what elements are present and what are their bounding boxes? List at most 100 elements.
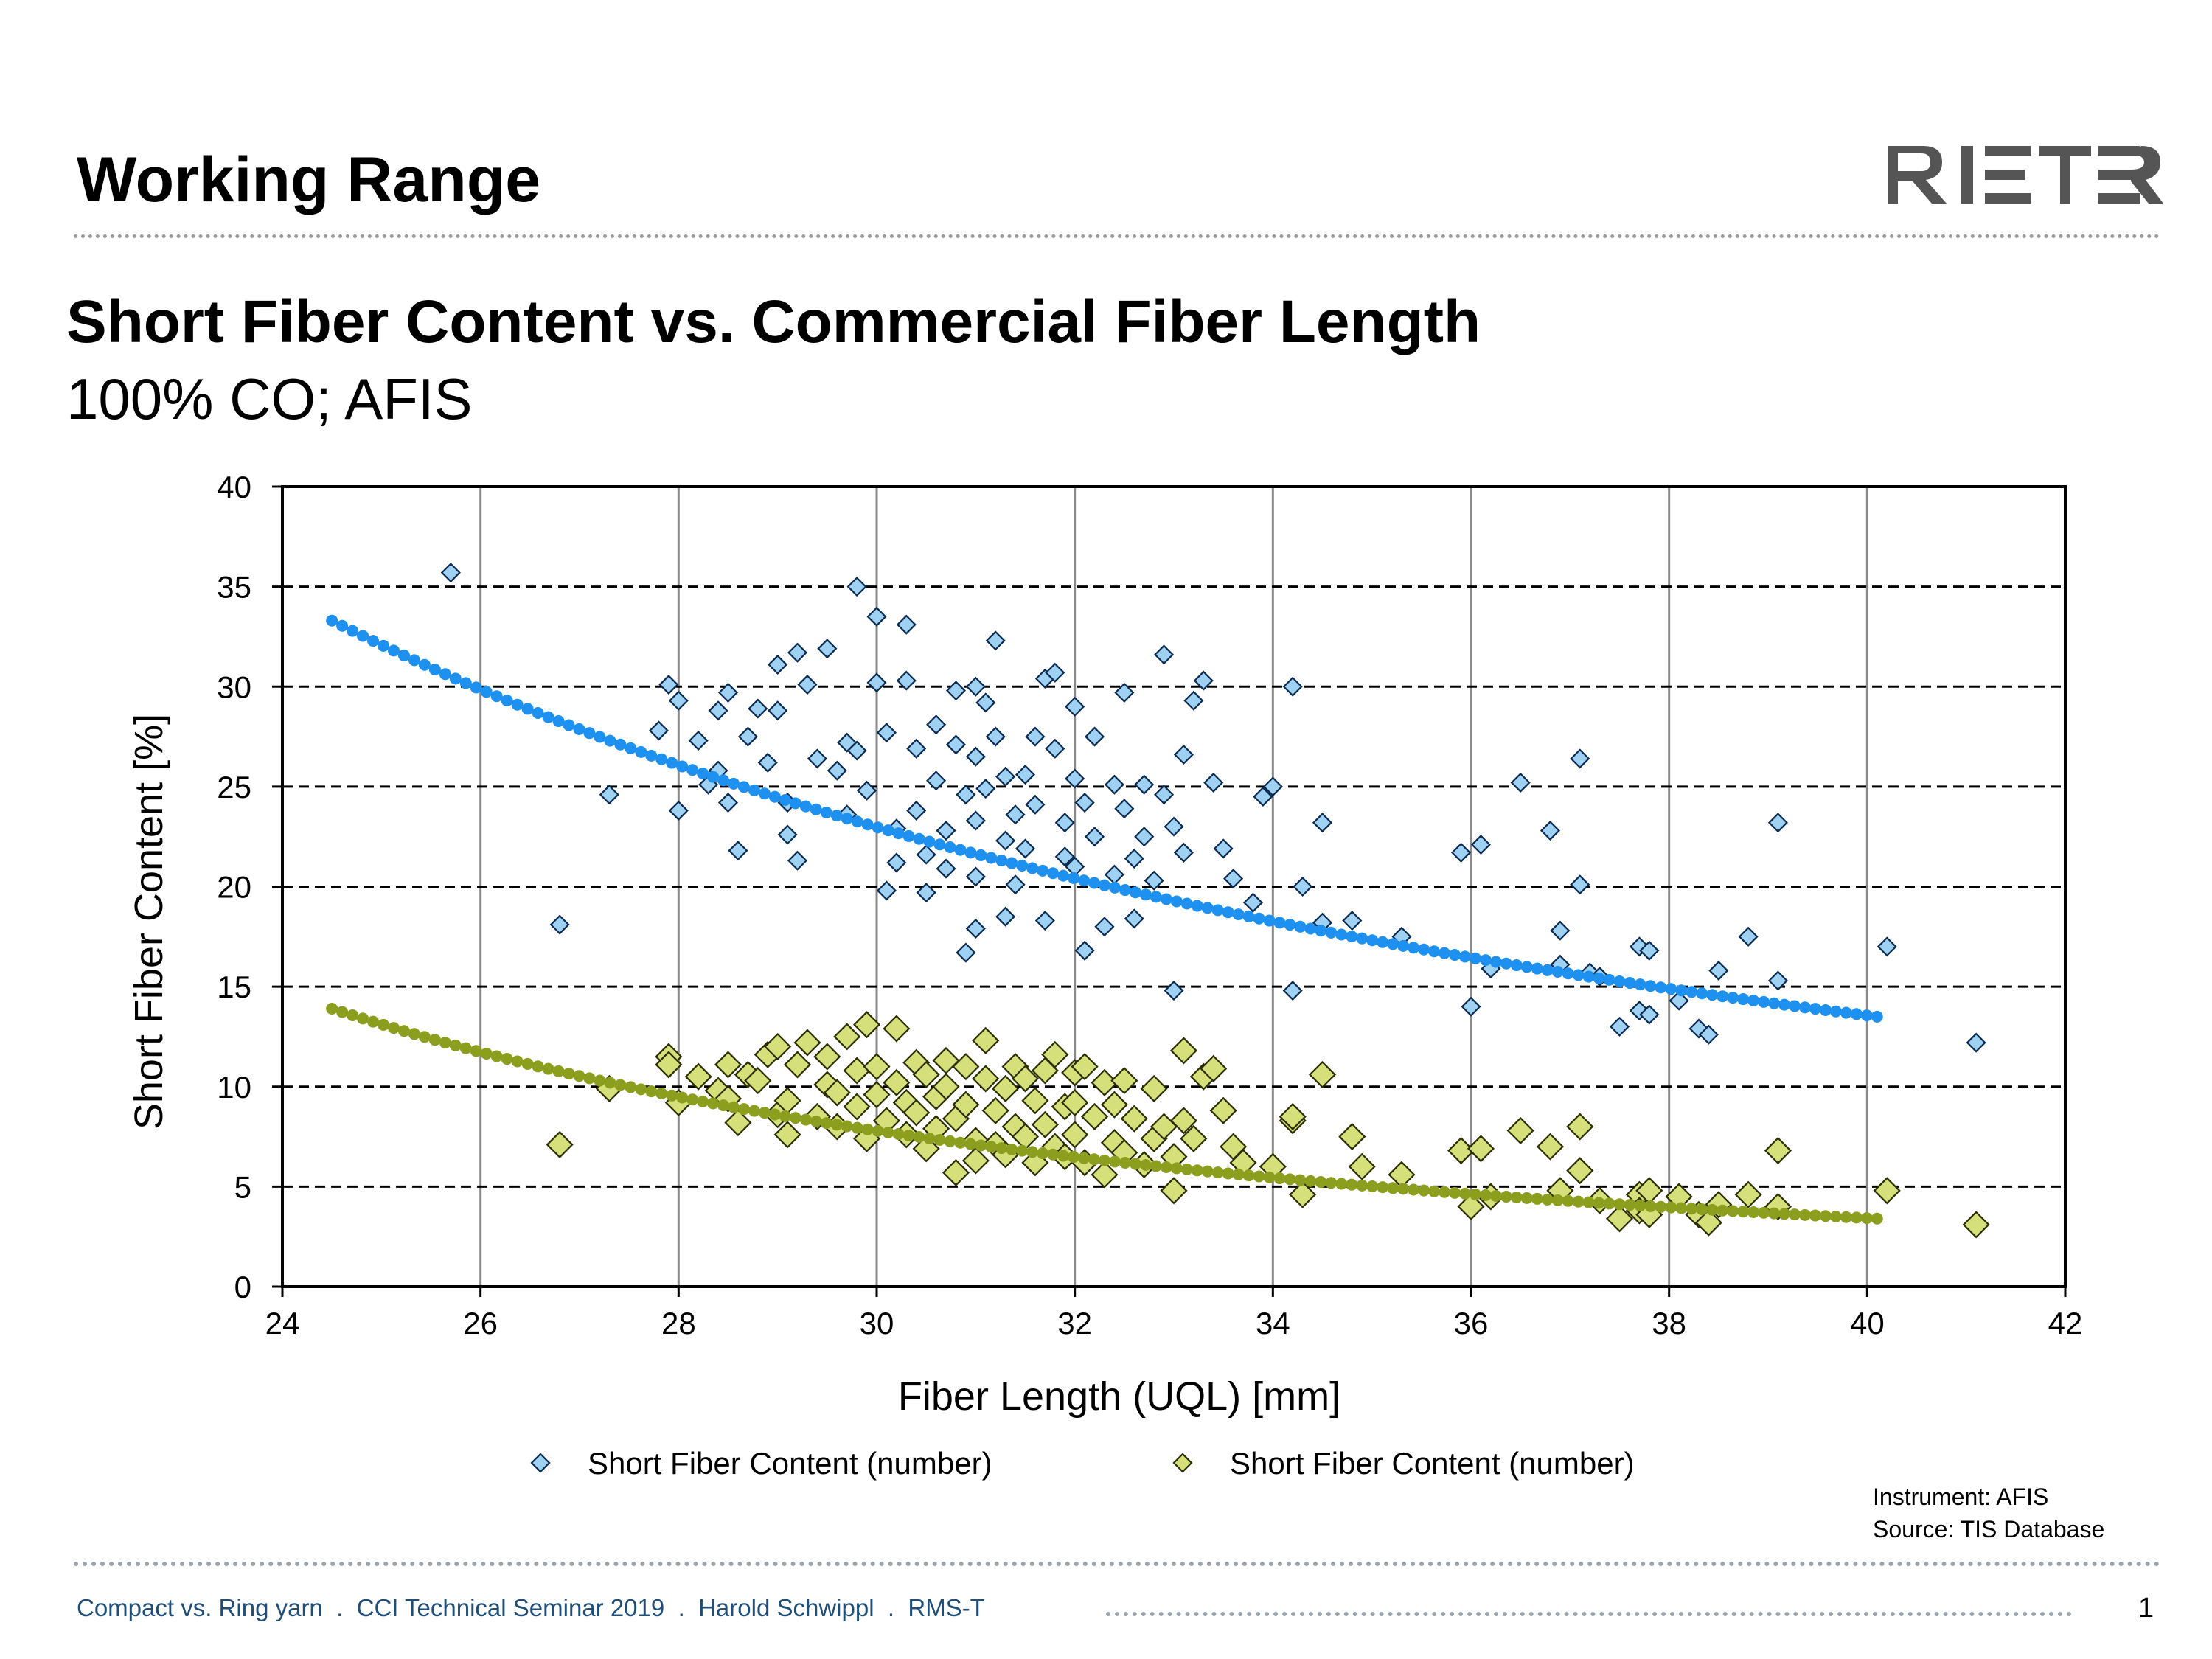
data-point [768, 700, 788, 721]
data-point [972, 1026, 1000, 1054]
data-point [1242, 892, 1264, 913]
trendline-point [1129, 1158, 1141, 1170]
data-point [546, 1130, 574, 1158]
data-point [658, 674, 679, 695]
rieter-logo-mark [1888, 146, 2163, 204]
trendline-point [470, 1045, 482, 1057]
data-point [965, 676, 986, 697]
trendline-point [810, 803, 822, 815]
x-axis-title: Fiber Length (UQL) [mm] [898, 1374, 1340, 1419]
trendline-point [820, 1117, 832, 1130]
data-point [1213, 838, 1234, 859]
trendline-point [810, 1115, 822, 1127]
trendline-point [1737, 1206, 1750, 1218]
trendline-point [707, 771, 720, 783]
data-point [866, 672, 887, 693]
trendline-point [1686, 986, 1698, 998]
trendline-point [552, 1065, 565, 1077]
data-point [936, 858, 956, 879]
trendline-point [789, 797, 801, 810]
data-point [906, 738, 927, 759]
data-point [985, 726, 1006, 747]
trendline-point [625, 742, 637, 754]
trendline-point [872, 1124, 884, 1137]
trendline-point [728, 1101, 740, 1113]
data-point [1169, 1107, 1197, 1135]
trendline-point [1624, 1199, 1636, 1211]
data-point [549, 914, 570, 935]
data-point [1074, 940, 1095, 961]
trendline-point [1551, 966, 1564, 978]
trendline-point [1160, 893, 1172, 905]
trendline-point [882, 824, 894, 837]
trendline-point [1078, 874, 1091, 887]
data-point [714, 1051, 742, 1079]
data-point [965, 746, 986, 767]
data-point [906, 800, 927, 821]
data-point [1470, 834, 1491, 855]
trendline-point [830, 810, 843, 822]
data-point [1084, 726, 1105, 747]
trendline-point [511, 698, 524, 711]
data-point [1011, 1065, 1040, 1093]
trendline-point [1325, 926, 1338, 939]
trendline-point [1634, 978, 1646, 991]
trendline-point [686, 764, 699, 776]
trendline-point [686, 1093, 699, 1106]
trendline-point [511, 1055, 524, 1068]
data-point [1451, 842, 1472, 863]
trendline-point [1232, 1168, 1245, 1180]
trendline-point [697, 1095, 709, 1107]
data-point [1262, 776, 1283, 797]
trendline-point [861, 1123, 874, 1135]
legend: Short Fiber Content (number) Short Fiber … [530, 1446, 1635, 1481]
trendline-point [1717, 990, 1729, 1003]
trendline-point [1201, 1165, 1214, 1178]
y-tick-label: 40 [217, 470, 251, 504]
trendline-point [542, 1062, 554, 1075]
trendline-point [1593, 1197, 1605, 1209]
data-point [1173, 744, 1194, 765]
data-point [807, 748, 827, 769]
trendline-point [1006, 1143, 1018, 1155]
trendline-point [1438, 1186, 1450, 1198]
trendline-point [449, 672, 462, 685]
data-point [1091, 1161, 1119, 1189]
legend-marker [1172, 1453, 1193, 1473]
trendline-point [418, 1031, 431, 1043]
trendline-point [635, 745, 647, 758]
trendline-point [1335, 1178, 1348, 1190]
data-point [846, 740, 867, 761]
data-point [866, 606, 887, 627]
data-point [724, 1109, 752, 1137]
trendline-point [1727, 992, 1739, 1004]
points-layer [440, 563, 1990, 1239]
trendline-point [676, 1091, 689, 1104]
data-point [717, 793, 739, 813]
data-point [1080, 1102, 1109, 1130]
data-point [1114, 682, 1135, 703]
data-point [1140, 1074, 1168, 1103]
trendline-point [1057, 869, 1070, 882]
trendline-point [1325, 1177, 1338, 1189]
trendline-point [1706, 989, 1719, 1001]
y-tick-label: 20 [217, 870, 251, 905]
data-point [863, 1081, 891, 1109]
data-point [599, 785, 619, 805]
data-point [1605, 1205, 1634, 1233]
data-point [1510, 772, 1531, 793]
data-point [717, 682, 739, 703]
trendline-point [985, 852, 998, 864]
data-point [1669, 990, 1689, 1011]
trendline-point [1655, 1200, 1667, 1213]
data-point [1160, 1177, 1188, 1205]
trendline-point [676, 760, 689, 773]
trendline-point [490, 690, 503, 703]
data-point [655, 1051, 683, 1079]
trendline-point [1706, 1203, 1719, 1216]
trendline-point [1428, 1185, 1441, 1197]
trendline-point [367, 635, 380, 647]
data-point [1144, 870, 1164, 891]
data-point [1279, 1102, 1307, 1130]
trendline-point [851, 1121, 863, 1134]
